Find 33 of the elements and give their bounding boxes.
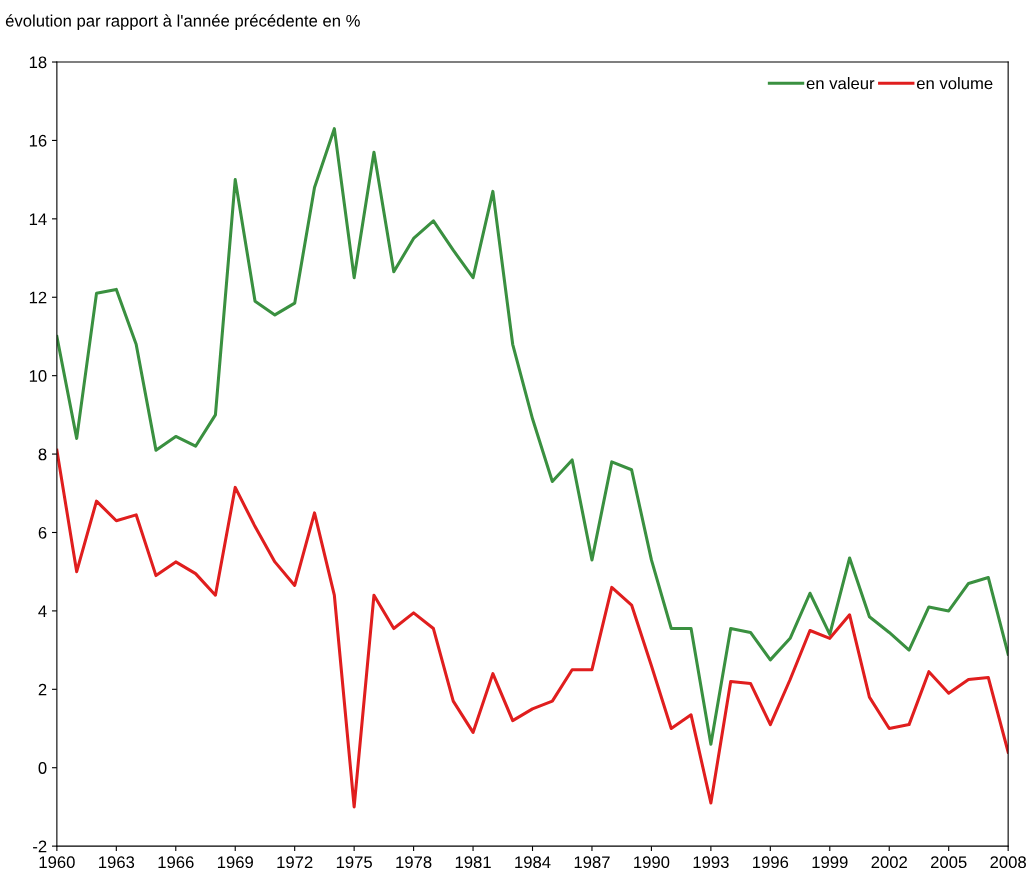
legend-label: en valeur <box>806 77 875 90</box>
y-tick-label: 4 <box>38 605 47 617</box>
x-tick-label: 1969 <box>217 856 253 869</box>
y-tick-label: 8 <box>38 448 47 461</box>
legend-label: en volume <box>916 77 993 90</box>
y-tick-label: 12 <box>29 291 47 304</box>
y-tick-label: 14 <box>29 213 47 225</box>
x-tick-label: 1975 <box>336 856 372 869</box>
x-tick-label: 1981 <box>455 856 491 869</box>
line-series <box>56 448 1009 809</box>
line-series <box>56 127 1009 746</box>
y-tick-label: 10 <box>29 370 47 382</box>
y-tick-label: 16 <box>29 134 47 147</box>
x-tick-label: 1993 <box>693 856 729 869</box>
x-tick-label: 1978 <box>396 856 432 869</box>
x-tick-label: 1984 <box>515 856 551 869</box>
y-tick-label: 2 <box>38 683 47 696</box>
x-tick-label: 2008 <box>990 856 1026 869</box>
x-tick-label: 1972 <box>277 856 313 869</box>
x-tick-label: 2002 <box>871 856 907 869</box>
x-tick-label: 1999 <box>812 856 848 869</box>
x-tick-label: 1990 <box>634 856 670 869</box>
x-tick-label: 1987 <box>574 856 610 869</box>
y-tick-label: 0 <box>38 762 47 774</box>
y-tick-label: 18 <box>29 56 47 69</box>
y-tick-label: 6 <box>38 526 47 539</box>
y-axis-title: évolution par rapport à l'année précédente en % <box>5 14 360 31</box>
y-tick-label: -2 <box>33 840 47 853</box>
x-tick-label: 1960 <box>39 856 75 869</box>
x-tick-label: 2005 <box>931 856 967 869</box>
x-tick-label: 1963 <box>99 856 135 869</box>
x-tick-label: 1966 <box>158 856 194 869</box>
x-tick-label: 1996 <box>753 856 789 869</box>
